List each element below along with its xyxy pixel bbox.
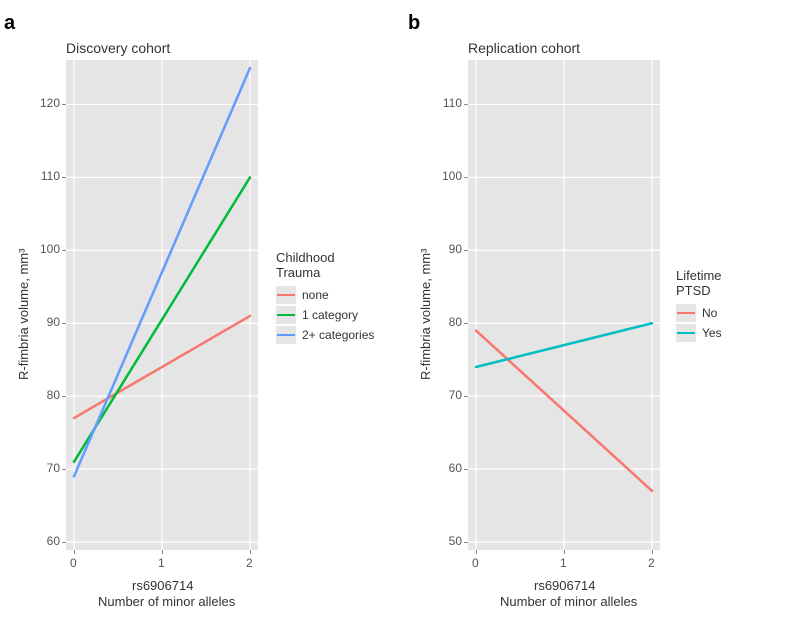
- legend-item: Yes: [676, 324, 722, 342]
- panel-b-ylabel: R-fimbria volume, mm³: [418, 249, 433, 380]
- legend-swatch: [276, 306, 296, 324]
- xtick-mark: [652, 550, 653, 554]
- panel-b-legend-title: LifetimePTSD: [676, 268, 722, 298]
- panel-b-letter: b: [408, 12, 420, 35]
- panel-a-xlabel-line2: Number of minor alleles: [98, 594, 235, 609]
- panel-a-legend-items: none 1 category 2+ categories: [276, 286, 374, 344]
- ytick-mark: [464, 104, 468, 105]
- ytick-label: 60: [47, 534, 60, 548]
- xtick-label: 2: [648, 556, 655, 570]
- ytick-label: 60: [449, 461, 462, 475]
- legend-label: Yes: [702, 326, 722, 340]
- ytick-mark: [464, 250, 468, 251]
- ytick-mark: [62, 250, 66, 251]
- ytick-label: 90: [449, 242, 462, 256]
- ytick-label: 100: [40, 242, 60, 256]
- xtick-mark: [564, 550, 565, 554]
- ytick-label: 80: [47, 388, 60, 402]
- xtick-label: 0: [70, 556, 77, 570]
- legend-line-icon: [677, 332, 695, 334]
- ytick-mark: [62, 469, 66, 470]
- panel-b-plot-area: [468, 60, 660, 550]
- ytick-mark: [62, 323, 66, 324]
- panel-b-xlabel-line2: Number of minor alleles: [500, 594, 637, 609]
- legend-line-icon: [277, 314, 295, 316]
- ytick-label: 50: [449, 534, 462, 548]
- panel-a-legend: ChildhoodTrauma none 1 category 2+ categor…: [276, 250, 374, 346]
- legend-label: 2+ categories: [302, 328, 374, 342]
- legend-swatch: [676, 304, 696, 322]
- legend-item: none: [276, 286, 374, 304]
- legend-swatch: [676, 324, 696, 342]
- ytick-mark: [62, 542, 66, 543]
- ytick-mark: [62, 177, 66, 178]
- panel-b-legend-items: No Yes: [676, 304, 722, 342]
- legend-line-icon: [277, 334, 295, 336]
- panel-b-legend: LifetimePTSD No Yes: [676, 268, 722, 344]
- panel-a-xlabel-line1: rs6906714: [132, 578, 193, 593]
- xtick-mark: [74, 550, 75, 554]
- xtick-label: 1: [158, 556, 165, 570]
- legend-label: none: [302, 288, 329, 302]
- xtick-label: 0: [472, 556, 479, 570]
- legend-label: 1 category: [302, 308, 358, 322]
- panel-a-title: Discovery cohort: [66, 40, 170, 56]
- xtick-mark: [476, 550, 477, 554]
- panel-b-title: Replication cohort: [468, 40, 580, 56]
- panel-a-letter: a: [4, 12, 15, 35]
- xtick-mark: [250, 550, 251, 554]
- figure-container: { "panels": { "a": { "letter": "a", "tit…: [0, 0, 800, 626]
- legend-line-icon: [277, 294, 295, 296]
- ytick-label: 100: [442, 169, 462, 183]
- legend-item: 2+ categories: [276, 326, 374, 344]
- ytick-label: 80: [449, 315, 462, 329]
- ytick-mark: [464, 396, 468, 397]
- panel-b-xlabel-line1: rs6906714: [534, 578, 595, 593]
- legend-item: 1 category: [276, 306, 374, 324]
- legend-item: No: [676, 304, 722, 322]
- legend-swatch: [276, 326, 296, 344]
- ytick-label: 120: [40, 96, 60, 110]
- legend-label: No: [702, 306, 717, 320]
- ytick-mark: [464, 177, 468, 178]
- ytick-mark: [464, 323, 468, 324]
- ytick-label: 110: [443, 96, 462, 110]
- legend-swatch: [276, 286, 296, 304]
- ytick-mark: [62, 104, 66, 105]
- panel-a-plot-area: [66, 60, 258, 550]
- xtick-label: 1: [560, 556, 567, 570]
- xtick-label: 2: [246, 556, 253, 570]
- ytick-label: 90: [47, 315, 60, 329]
- ytick-label: 70: [47, 461, 60, 475]
- panel-a-legend-title: ChildhoodTrauma: [276, 250, 374, 280]
- ytick-label: 70: [449, 388, 462, 402]
- legend-line-icon: [677, 312, 695, 314]
- ytick-mark: [464, 469, 468, 470]
- ytick-label: 110: [41, 169, 60, 183]
- panel-a-ylabel: R-fimbria volume, mm³: [16, 249, 31, 380]
- ytick-mark: [464, 542, 468, 543]
- ytick-mark: [62, 396, 66, 397]
- xtick-mark: [162, 550, 163, 554]
